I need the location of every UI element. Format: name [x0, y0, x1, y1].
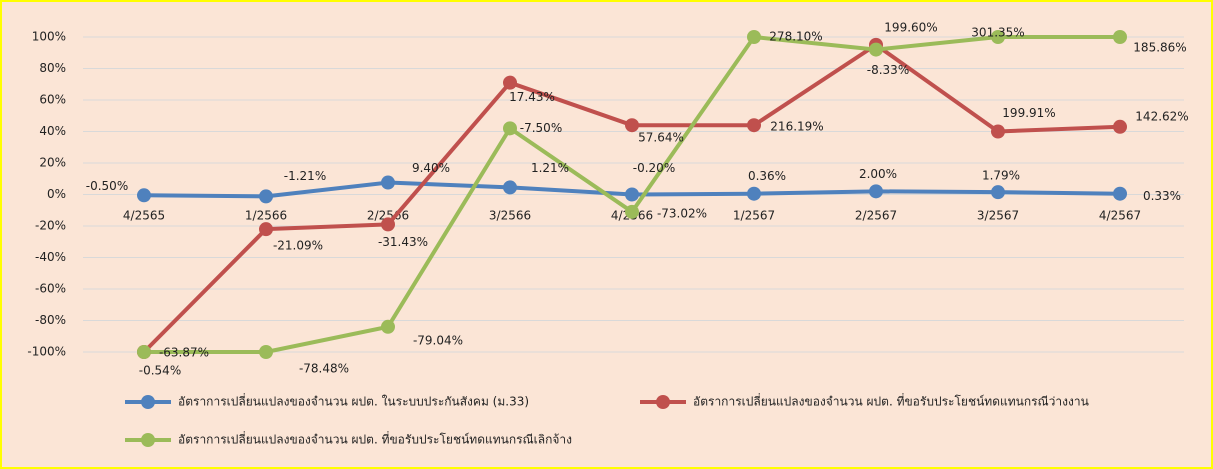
data-label: -0.20% — [633, 161, 675, 175]
data-label: 57.64% — [638, 131, 684, 145]
y-tick-label: 20% — [39, 156, 66, 170]
data-point — [381, 175, 395, 190]
data-label: 142.62% — [1135, 109, 1188, 123]
data-point — [869, 184, 883, 199]
data-label: 216.19% — [770, 120, 823, 134]
data-point — [259, 222, 273, 237]
y-tick-label: -80% — [35, 313, 66, 327]
data-point — [747, 186, 761, 201]
data-point — [1113, 119, 1127, 134]
data-label: -73.02% — [657, 206, 707, 220]
y-tick-label: 80% — [39, 61, 66, 75]
data-point — [625, 204, 639, 219]
data-point — [381, 319, 395, 334]
data-label: -0.50% — [86, 179, 128, 193]
data-label: 199.91% — [1002, 106, 1055, 120]
y-tick-label: -20% — [35, 219, 66, 233]
data-point — [1113, 30, 1127, 44]
data-point — [381, 217, 395, 232]
y-tick-label: 100% — [32, 30, 66, 44]
data-point — [259, 345, 273, 359]
legend-label: อัตราการเปลี่ยนแปลงของจำนวน ผปต. ในระบบป… — [178, 393, 529, 409]
data-point — [991, 124, 1005, 139]
x-tick-label: 4/2565 — [123, 209, 165, 223]
y-tick-label: 60% — [39, 93, 66, 107]
x-tick-label: 1/2567 — [733, 209, 775, 223]
data-point — [869, 42, 883, 57]
data-label: -21.09% — [273, 239, 323, 253]
data-label: -78.48% — [299, 362, 349, 376]
x-tick-label: 3/2567 — [977, 209, 1019, 223]
data-label: 0.33% — [1143, 189, 1181, 203]
data-point — [503, 121, 517, 136]
data-point — [747, 30, 761, 44]
y-tick-label: -100% — [27, 345, 66, 359]
data-point — [747, 118, 761, 133]
legend-label: อัตราการเปลี่ยนแปลงของจำนวน ผปต. ที่ขอรั… — [178, 431, 572, 447]
data-label: -8.33% — [867, 63, 909, 77]
data-label: 17.43% — [509, 90, 555, 104]
legend-marker — [141, 433, 155, 447]
y-tick-label: 0% — [47, 187, 66, 201]
data-point — [1113, 186, 1127, 201]
data-point — [503, 180, 517, 195]
data-label: -0.54% — [139, 364, 181, 378]
y-tick-label: 40% — [39, 124, 66, 138]
data-label: 9.40% — [412, 161, 450, 175]
data-point — [259, 189, 273, 204]
legend-marker — [141, 395, 155, 409]
legend-marker — [656, 395, 670, 409]
data-label: 199.60% — [884, 20, 937, 34]
data-label: 278.10% — [769, 30, 822, 44]
data-point — [991, 30, 1005, 44]
data-label: -79.04% — [413, 333, 463, 347]
data-point — [137, 188, 151, 203]
data-label: 2.00% — [859, 167, 897, 181]
data-point — [137, 345, 151, 359]
data-label: -63.87% — [159, 346, 209, 360]
data-point — [503, 75, 517, 90]
y-tick-label: -60% — [35, 282, 66, 296]
x-tick-label: 2/2567 — [855, 209, 897, 223]
data-point — [625, 118, 639, 133]
legend-label: อัตราการเปลี่ยนแปลงของจำนวน ผปต. ที่ขอรั… — [693, 393, 1089, 409]
data-label: 185.86% — [1133, 41, 1186, 55]
data-label: 0.36% — [748, 169, 786, 183]
data-label: 1.21% — [531, 161, 569, 175]
x-tick-label: 1/2566 — [245, 209, 287, 223]
data-label: 1.79% — [982, 169, 1020, 183]
y-tick-label: -40% — [35, 250, 66, 264]
x-tick-label: 3/2566 — [489, 209, 531, 223]
data-label: 301.35% — [971, 26, 1024, 40]
data-point — [991, 185, 1005, 200]
data-label: -1.21% — [284, 169, 326, 183]
data-label: -31.43% — [378, 235, 428, 249]
data-point — [625, 187, 639, 202]
data-label: -7.50% — [520, 121, 562, 135]
x-tick-label: 4/2567 — [1099, 209, 1141, 223]
